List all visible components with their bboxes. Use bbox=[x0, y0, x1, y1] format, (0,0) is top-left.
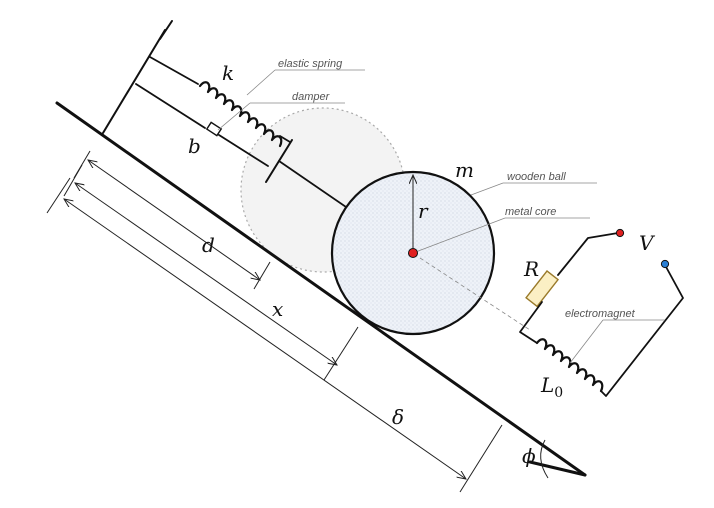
ball-annotation: wooden ball bbox=[507, 171, 566, 183]
resistor bbox=[525, 270, 560, 308]
spring-constant-label: k bbox=[222, 61, 234, 85]
elastic-spring bbox=[198, 81, 283, 148]
damping-label: b bbox=[188, 134, 201, 158]
resistor-label: R bbox=[523, 257, 539, 281]
dimension-d bbox=[73, 150, 271, 290]
damper-leader bbox=[217, 102, 251, 131]
damper-annotation: damper bbox=[292, 91, 331, 103]
spring-arm-left bbox=[149, 56, 199, 85]
terminal-blue bbox=[660, 259, 670, 269]
voltage-label: V bbox=[639, 231, 656, 255]
mass-label: m bbox=[455, 158, 474, 182]
circuit bbox=[519, 228, 684, 397]
inductance-label: L0 bbox=[540, 373, 563, 401]
ball-leader bbox=[470, 182, 504, 196]
metal-core bbox=[408, 248, 418, 258]
dimension-delta bbox=[46, 177, 503, 493]
radius-label: r bbox=[418, 199, 429, 223]
distance-delta-label: δ bbox=[392, 405, 404, 429]
terminal-red bbox=[615, 228, 625, 238]
electromagnet-coil bbox=[535, 338, 604, 393]
angle-phi-label: ϕ bbox=[522, 444, 536, 468]
angle-arc bbox=[540, 439, 549, 479]
spring-annotation: elastic spring bbox=[278, 58, 343, 70]
damper-arm bbox=[135, 83, 206, 129]
spring-leader bbox=[246, 69, 276, 96]
wall-frame bbox=[102, 29, 166, 134]
inductance-symbol: L bbox=[540, 373, 554, 397]
wall-cap bbox=[159, 20, 173, 40]
inductance-subscript: 0 bbox=[554, 385, 563, 401]
spring-arm-right bbox=[279, 135, 291, 143]
core-annotation: metal core bbox=[505, 206, 556, 218]
distance-x-label: x bbox=[272, 297, 283, 321]
distance-d-label: d bbox=[202, 233, 215, 257]
magnet-annotation: electromagnet bbox=[565, 308, 636, 320]
magnet-leader bbox=[569, 319, 604, 364]
plane-base bbox=[528, 460, 587, 477]
